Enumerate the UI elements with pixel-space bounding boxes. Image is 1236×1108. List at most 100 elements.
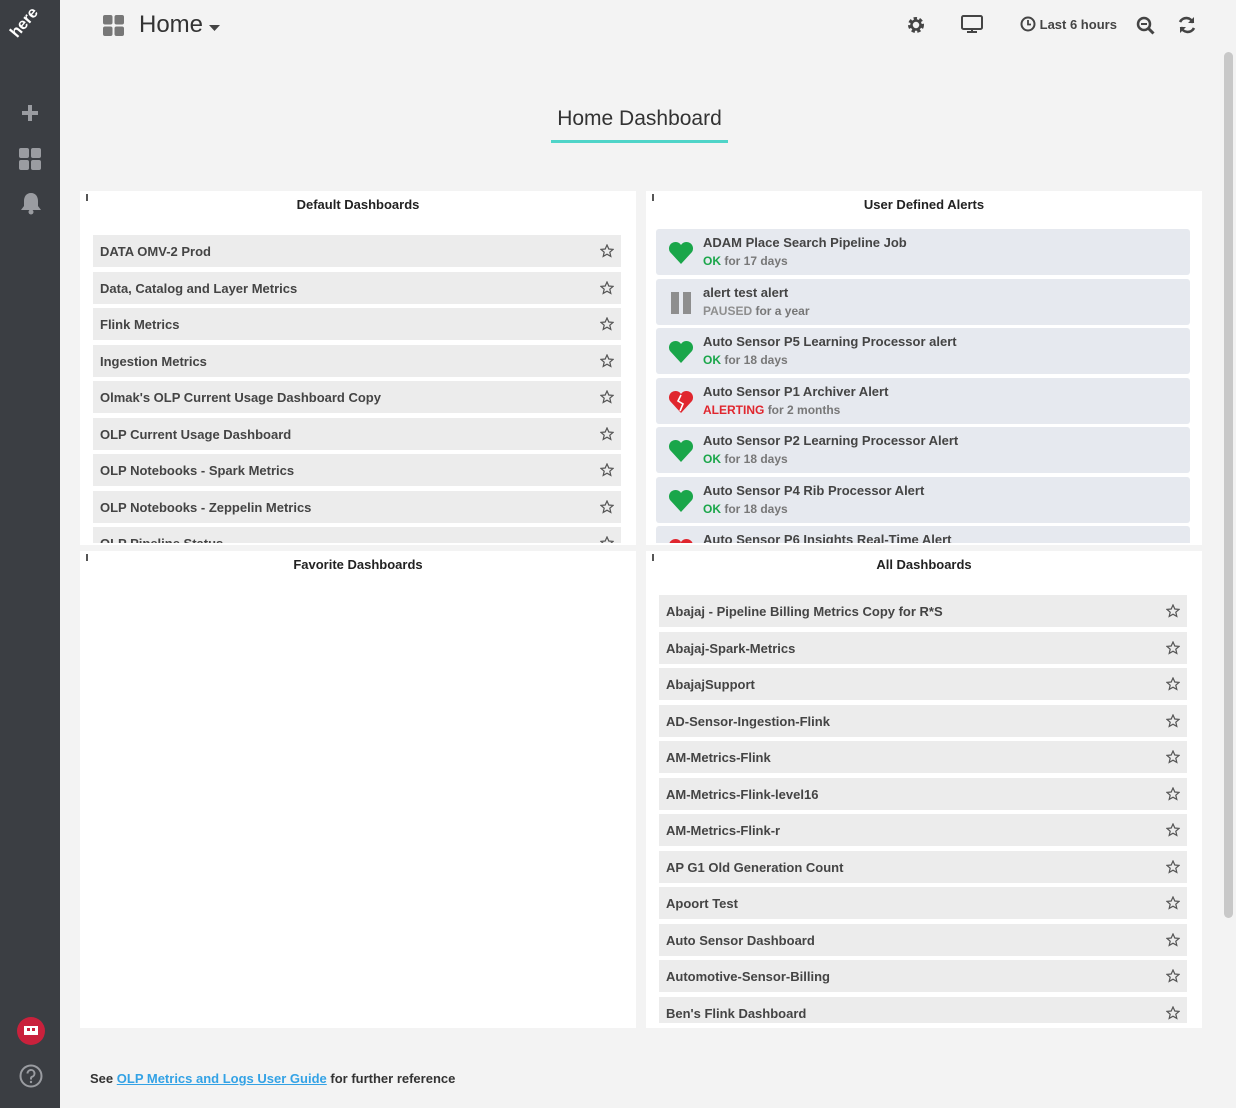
dashboard-name[interactable]: AD-Sensor-Ingestion-Flink [666,713,830,729]
scrollbar[interactable] [1224,52,1233,918]
refresh-icon[interactable] [1177,16,1197,34]
alert-name[interactable]: Auto Sensor P6 Insights Real-Time Alert [703,532,952,543]
dashboard-name[interactable]: AP G1 Old Generation Count [666,859,844,875]
dashboard-name[interactable]: Flink Metrics [100,317,180,332]
dashboard-name[interactable]: Auto Sensor Dashboard [666,932,815,948]
dashboard-row[interactable]: Olmak's OLP Current Usage Dashboard Copy [93,381,621,413]
star-icon[interactable] [600,426,614,441]
dashboard-row[interactable]: Ben's Flink Dashboard [659,996,1187,1023]
dashboard-name[interactable]: AM-Metrics-Flink-level16 [666,786,819,802]
dashboard-name[interactable]: Olmak's OLP Current Usage Dashboard Copy [100,390,381,405]
dashboard-name[interactable]: Abajaj-Spark-Metrics [666,640,796,656]
alert-name[interactable]: alert test alert [703,284,789,300]
alert-name[interactable]: ADAM Place Search Pipeline Job [703,235,907,250]
info-icon[interactable] [652,554,654,561]
star-icon[interactable] [1166,713,1180,728]
dashboard-row[interactable]: Abajaj - Pipeline Billing Metrics Copy f… [659,595,1187,627]
star-icon[interactable] [600,317,614,331]
alert-state-icon [668,489,694,512]
dashboard-row[interactable]: Flink Metrics [93,308,621,340]
info-icon[interactable] [652,194,654,201]
star-icon[interactable] [1166,1005,1180,1020]
dashboard-row[interactable]: Ingestion Metrics [93,344,621,377]
star-icon[interactable] [1166,640,1180,655]
star-icon[interactable] [600,390,614,404]
dashboard-name[interactable]: AM-Metrics-Flink-r [666,823,781,838]
info-icon[interactable] [86,194,88,201]
star-icon[interactable] [1166,750,1180,764]
help-icon[interactable] [19,1064,43,1088]
star-icon[interactable] [1166,786,1180,801]
dashboard-row[interactable]: Automotive-Sensor-Billing [659,960,1187,992]
dashboard-name[interactable]: Ben's Flink Dashboard [666,1005,807,1021]
star-icon[interactable] [600,499,614,514]
star-icon[interactable] [1166,969,1180,983]
dashboard-name[interactable]: Ingestion Metrics [100,353,207,369]
star-icon[interactable] [600,463,614,477]
alert-name[interactable]: Auto Sensor P2 Learning Processor Alert [703,433,959,448]
guide-link[interactable]: OLP Metrics and Logs User Guide [116,1071,327,1086]
dashboard-row[interactable]: DATA OMV-2 Prod [93,235,621,267]
alert-row[interactable]: Auto Sensor P1 Archiver Alert ALERTING fo… [656,377,1190,424]
alert-row[interactable]: Auto Sensor P4 Rib Processor Alert OK for… [656,476,1190,523]
dashboard-name[interactable]: DATA OMV-2 Prod [100,244,211,259]
time-picker[interactable]: Last 6 hours [1020,16,1117,32]
dashboard-row[interactable]: Abajaj-Spark-Metrics [659,631,1187,664]
dashboard-name[interactable]: Abajaj - Pipeline Billing Metrics Copy f… [666,604,943,619]
settings-icon[interactable] [906,15,926,35]
star-icon[interactable] [1166,932,1180,947]
alert-row[interactable]: Auto Sensor P5 Learning Processor alert O… [656,328,1190,374]
dashboard-name[interactable]: OLP Notebooks - Zeppelin Metrics [100,499,312,515]
dashboard-name[interactable]: OLP Pipeline Status [100,536,223,543]
alert-name[interactable]: Auto Sensor P1 Archiver Alert [703,383,889,399]
star-icon[interactable] [600,353,614,368]
dashboard-row[interactable]: AM-Metrics-Flink-r [659,814,1187,846]
alerts-icon[interactable] [20,191,42,215]
dashboard-row[interactable]: AM-Metrics-Flink-level16 [659,777,1187,810]
alert-state-icon [668,340,694,363]
alert-row[interactable]: ADAM Place Search Pipeline Job OK for 17 … [656,229,1190,275]
star-icon[interactable] [600,244,614,258]
dashboards-icon[interactable] [19,148,43,172]
alert-row[interactable]: Auto Sensor P2 Learning Processor Alert O… [656,427,1190,473]
dashboard-row[interactable]: Apoort Test [659,887,1187,919]
dashboard-row[interactable]: OLP Notebooks - Spark Metrics [93,454,621,486]
star-icon[interactable] [1166,604,1180,618]
alert-state: OK [703,254,721,268]
logo[interactable]: here [7,4,42,42]
dashboard-row[interactable]: AM-Metrics-Flink [659,741,1187,773]
info-icon[interactable] [86,554,88,561]
alert-name[interactable]: Auto Sensor P5 Learning Processor alert [703,334,957,349]
alerts-panel: User Defined Alerts ADAM Place Search Pi… [646,191,1202,545]
alert-row[interactable]: Auto Sensor P6 Insights Real-Time Alert [656,526,1190,543]
add-icon[interactable] [21,104,39,122]
zoom-out-icon[interactable] [1136,16,1156,36]
dashboard-name[interactable]: OLP Current Usage Dashboard [100,426,292,442]
dashboard-name[interactable]: AbajajSupport [666,677,755,692]
dashboard-row[interactable]: OLP Notebooks - Zeppelin Metrics [93,490,621,523]
tv-mode-icon[interactable] [961,15,983,34]
alert-name[interactable]: Auto Sensor P4 Rib Processor Alert [703,482,925,498]
dashboard-row[interactable]: AP G1 Old Generation Count [659,850,1187,883]
user-avatar[interactable] [17,1017,45,1045]
star-icon[interactable] [1166,859,1180,874]
star-icon[interactable] [1166,896,1180,910]
dashboard-row[interactable]: Auto Sensor Dashboard [659,923,1187,956]
star-icon[interactable] [1166,677,1180,691]
dashboard-row[interactable]: AbajajSupport [659,668,1187,700]
dashboard-picker[interactable]: Home [139,11,204,38]
dashboard-row[interactable]: AD-Sensor-Ingestion-Flink [659,704,1187,737]
star-icon[interactable] [600,280,614,295]
dashboard-name[interactable]: Data, Catalog and Layer Metrics [100,280,298,296]
dashboard-name[interactable]: Apoort Test [666,896,738,911]
star-icon[interactable] [600,536,614,543]
dashboard-row[interactable]: Data, Catalog and Layer Metrics [93,271,621,304]
dashboard-name[interactable]: OLP Notebooks - Spark Metrics [100,463,295,478]
dashboard-row[interactable]: OLP Pipeline Status [93,527,621,543]
alert-row[interactable]: alert test alert PAUSED for a year [656,278,1190,325]
dashboard-name[interactable]: Automotive-Sensor-Billing [666,969,830,984]
star-icon[interactable] [1166,823,1180,837]
dashboard-name[interactable]: AM-Metrics-Flink [666,750,771,765]
dashboard-row[interactable]: OLP Current Usage Dashboard [93,417,621,450]
